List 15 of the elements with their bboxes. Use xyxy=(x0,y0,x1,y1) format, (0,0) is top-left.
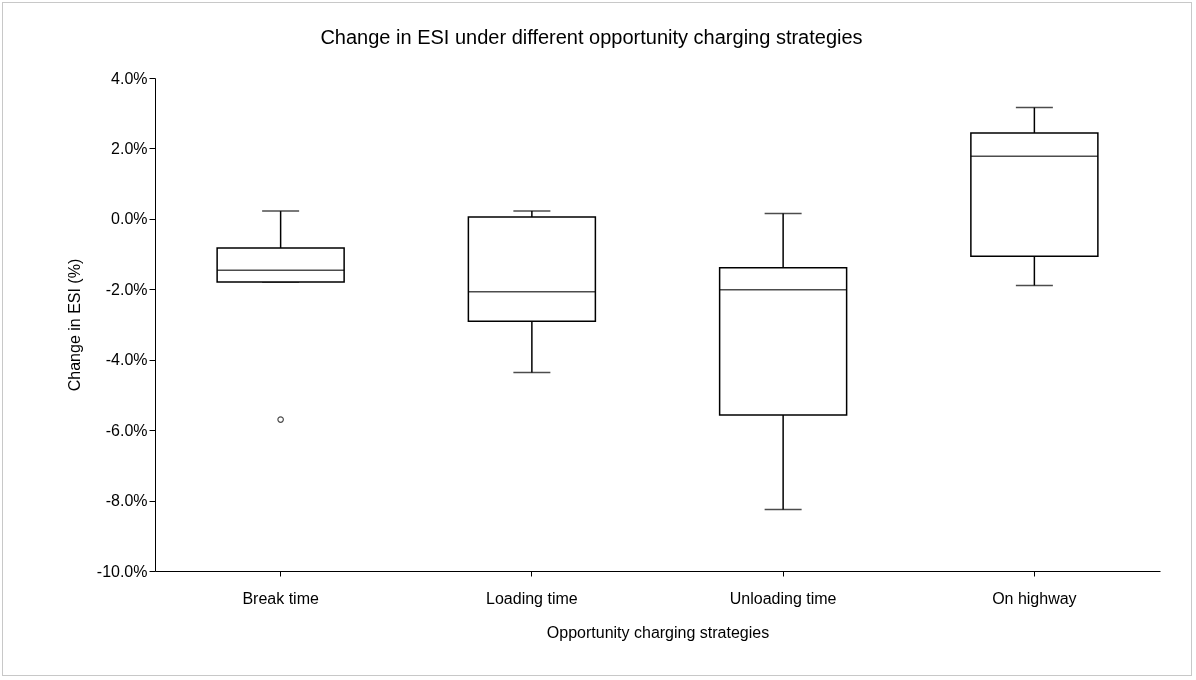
y-tick-label: 2.0% xyxy=(111,139,148,157)
x-tick-label: Break time xyxy=(242,589,319,607)
y-tick-label: -2.0% xyxy=(105,280,148,298)
y-tick-label: 0.0% xyxy=(111,210,148,228)
chart-title: Change in ESI under different opportunity charging strategies xyxy=(320,26,863,48)
y-tick-label: -4.0% xyxy=(105,351,148,369)
x-tick-label: Unloading time xyxy=(729,589,837,607)
y-tick-label: -8.0% xyxy=(105,492,148,510)
y-tick-label: -6.0% xyxy=(105,421,148,439)
y-tick-label: 4.0% xyxy=(111,69,148,87)
x-tick-label: On highway xyxy=(992,589,1077,607)
y-tick-label: -10.0% xyxy=(96,562,148,580)
x-tick-label: Loading time xyxy=(486,589,578,607)
y-axis-title: Change in ESI (%) xyxy=(65,258,83,392)
x-axis-title: Opportunity charging strategies xyxy=(546,623,770,641)
